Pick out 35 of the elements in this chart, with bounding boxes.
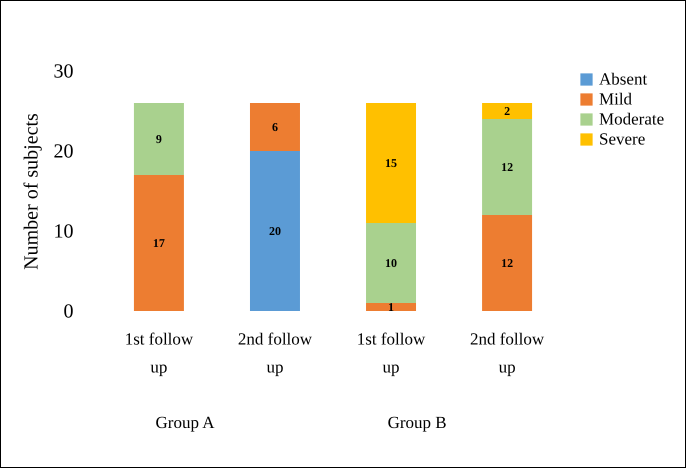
bar — [366, 103, 416, 223]
y-tick-label: 30 — [54, 60, 74, 82]
data-label: 9 — [156, 132, 162, 146]
data-label: 12 — [501, 256, 514, 270]
legend-label: Mild — [599, 90, 633, 108]
bar — [482, 103, 532, 119]
data-label: 10 — [385, 256, 398, 270]
bar — [366, 303, 416, 311]
x-tick-label: 1st follow up — [356, 330, 426, 376]
x-tick-label: 2nd follow up — [470, 330, 545, 376]
x-tick-label: 1st follow up — [124, 330, 194, 376]
legend-label: Moderate — [599, 110, 664, 128]
data-label: 17 — [152, 236, 165, 250]
y-tick-label: 0 — [64, 300, 74, 322]
y-tick-label: 20 — [54, 140, 74, 162]
legend-label: Absent — [599, 70, 648, 88]
y-tick-label: 10 — [54, 220, 74, 242]
y-axis-title: Number of subjects — [20, 112, 42, 270]
bar — [250, 103, 300, 151]
data-label: 20 — [268, 224, 281, 238]
bar — [134, 175, 184, 311]
bar — [366, 223, 416, 303]
data-label: 2 — [504, 104, 510, 118]
legend-label: Severe — [599, 130, 646, 148]
x-tick-label: 2nd follow up — [238, 330, 313, 376]
text: Group B — [388, 413, 447, 432]
data-label: 15 — [385, 156, 398, 170]
data-label: 12 — [501, 160, 514, 174]
bar — [482, 215, 532, 311]
data-label: 1 — [388, 300, 394, 314]
bar — [250, 151, 300, 311]
text: Group A — [156, 413, 216, 432]
bar — [482, 119, 532, 215]
bar — [134, 103, 184, 175]
data-label: 6 — [272, 120, 278, 134]
